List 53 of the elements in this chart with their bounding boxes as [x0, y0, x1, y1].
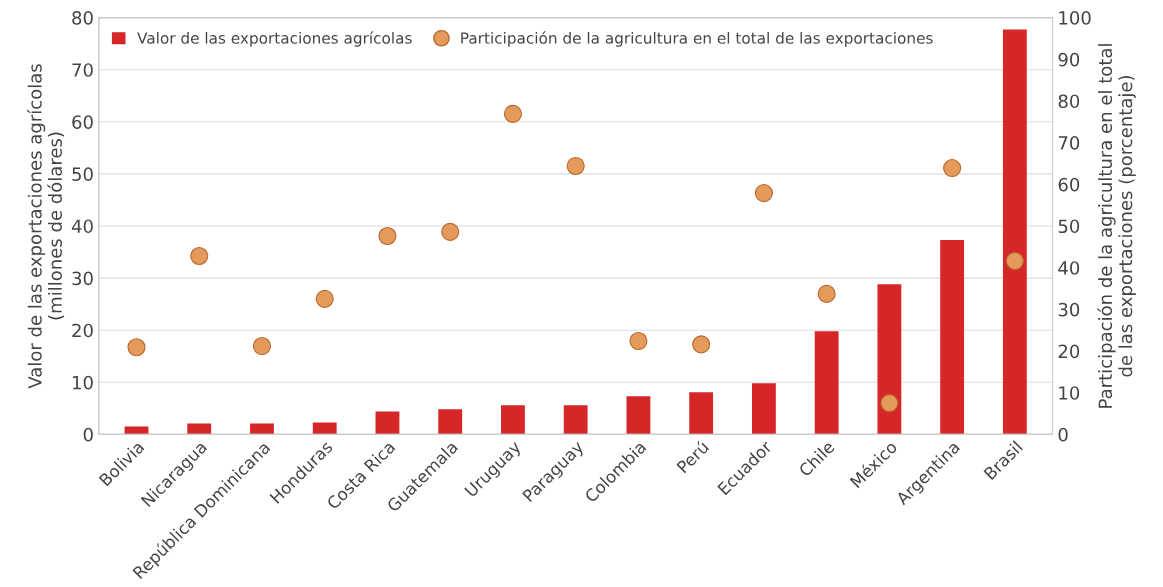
bar — [438, 409, 463, 435]
y-tick-label: 40 — [71, 219, 93, 234]
point — [503, 104, 523, 123]
y2-tick-label: 70 — [1058, 136, 1080, 150]
point — [127, 338, 146, 357]
y-tick-label: 10 — [73, 375, 93, 390]
point — [315, 289, 334, 308]
y-tick-label: 0 — [83, 427, 93, 442]
bar — [626, 396, 651, 435]
bar — [250, 423, 274, 435]
y-tick-label: 20 — [72, 323, 93, 338]
point — [566, 156, 585, 176]
y-tick-label: 80 — [72, 11, 93, 25]
bar — [187, 423, 212, 435]
y-tick-label: 50 — [72, 167, 93, 182]
bar — [312, 422, 337, 435]
point — [441, 222, 460, 241]
y2-tick-label: 90 — [1058, 52, 1080, 67]
bar — [563, 405, 588, 435]
point — [943, 159, 962, 178]
bar — [375, 411, 400, 435]
y2-tick-label: 20 — [1058, 344, 1080, 359]
point — [880, 394, 899, 413]
y-tick-label: 60 — [72, 115, 93, 129]
y2-tick-label: 80 — [1058, 94, 1080, 109]
bar — [501, 405, 525, 435]
legend-label: Participación de la agricultura en el total de las exportaciones — [461, 31, 933, 47]
y2-axis-title: Participación de la agricultura en el total de las exportaciones (porcentaje) — [1097, 44, 1136, 408]
legend-label: Valor de las exportaciones agrícolas — [137, 31, 412, 47]
bar — [1002, 29, 1027, 435]
y2-tick-label: 10 — [1059, 386, 1080, 400]
bar — [940, 240, 965, 435]
y-tick-label: 30 — [72, 271, 93, 286]
y-axis-title: Valor de las exportaciones agrícolas (millones de dólares) — [27, 64, 65, 389]
point — [1005, 251, 1024, 271]
point — [629, 331, 648, 351]
point — [378, 226, 397, 246]
point — [817, 284, 836, 303]
point — [754, 184, 773, 203]
y2-tick-label: 0 — [1058, 427, 1068, 442]
y2-tick-label: 50 — [1058, 219, 1080, 234]
y2-tick-label: 60 — [1058, 177, 1080, 192]
y-tick-label: 70 — [72, 63, 93, 77]
bar — [877, 284, 902, 435]
y2-tick-label: 30 — [1058, 302, 1080, 317]
y2-tick-label: 40 — [1058, 261, 1080, 275]
point — [190, 246, 209, 266]
bar — [689, 392, 714, 435]
bar — [751, 383, 776, 435]
point — [692, 335, 711, 354]
y2-tick-label: 100 — [1059, 11, 1091, 25]
point — [252, 336, 272, 356]
bar — [814, 331, 839, 435]
